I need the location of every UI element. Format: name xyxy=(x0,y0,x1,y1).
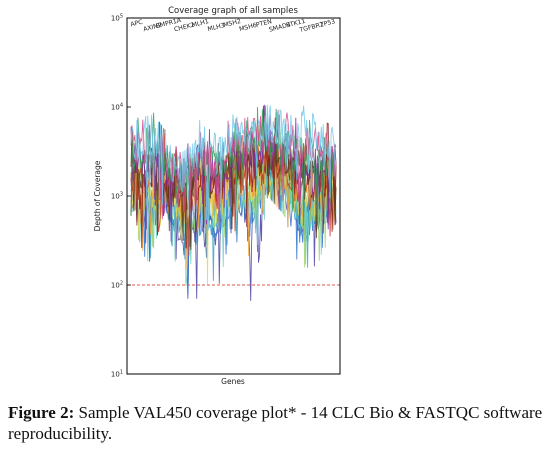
figure-caption: Figure 2: Sample VAL450 coverage plot* -… xyxy=(8,402,543,444)
gene-label-chek2: CHEK2 xyxy=(173,22,195,34)
y-tick-label-1: 102 xyxy=(111,281,123,290)
y-tick-label-2: 103 xyxy=(111,192,123,201)
chart-title: Coverage graph of all samples xyxy=(168,6,298,16)
gene-label-mlh3: MLH3 xyxy=(207,22,226,33)
y-tick-label-4: 105 xyxy=(111,14,123,23)
gene-label-axin2: AXIN2 xyxy=(143,22,163,33)
caption-text: Sample VAL450 coverage plot* - 14 CLC Bi… xyxy=(8,403,543,443)
gene-label-apc: APC xyxy=(130,19,144,29)
series-layer xyxy=(130,104,337,301)
gene-label-mlh1: MLH1 xyxy=(191,18,210,29)
gene-label-stk11: STK11 xyxy=(285,18,306,30)
y-tick-label-3: 104 xyxy=(111,103,123,112)
y-axis-ticks: 101 102 103 104 105 xyxy=(111,14,131,379)
series-line-14 xyxy=(130,104,337,231)
series-line-12 xyxy=(130,105,337,226)
gene-label-msh2: MSH2 xyxy=(223,18,242,29)
y-axis-label: Depth of Coverage xyxy=(93,160,102,231)
series-line-13 xyxy=(130,109,337,232)
caption-label: Figure 2: xyxy=(8,403,75,422)
gene-label-pten: PTEN xyxy=(255,18,273,29)
y-tick-label-0: 101 xyxy=(111,370,123,379)
x-axis-label: Genes xyxy=(221,377,245,386)
gene-label-tp53: TP53 xyxy=(318,18,336,29)
gene-label-msh6: MSH6 xyxy=(239,22,258,33)
